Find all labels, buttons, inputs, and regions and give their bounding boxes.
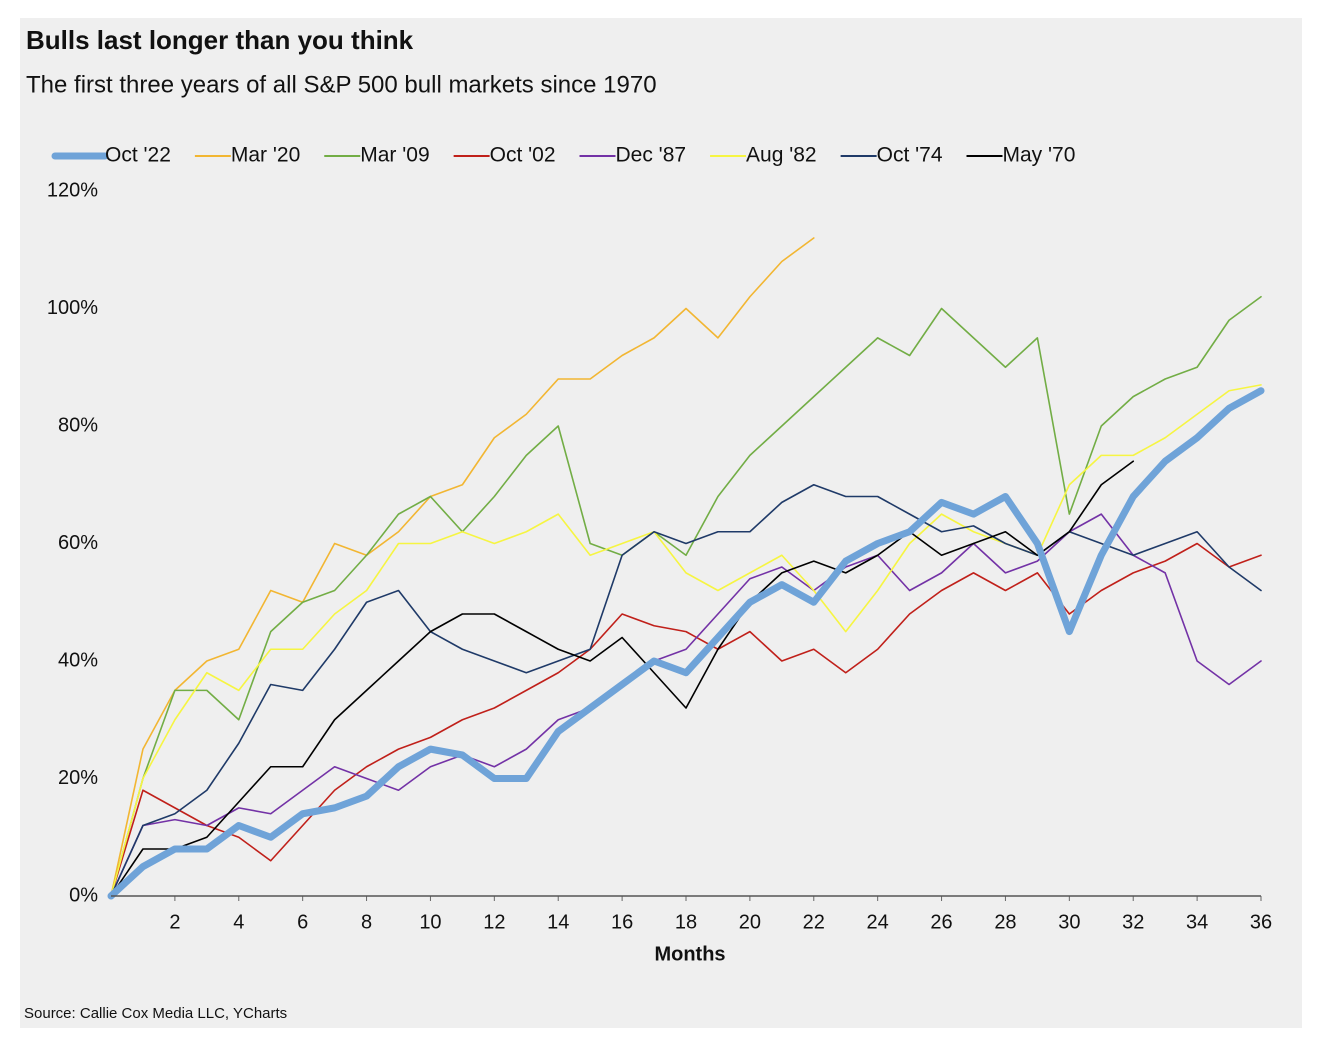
x-axis-label: Months xyxy=(654,943,725,965)
chart-title: Bulls last longer than you think xyxy=(26,25,414,55)
legend-label: Aug '82 xyxy=(746,144,817,167)
x-tick-label: 30 xyxy=(1058,911,1080,933)
x-tick-label: 6 xyxy=(297,911,308,933)
x-tick-label: 36 xyxy=(1250,911,1272,933)
series-line xyxy=(110,542,1262,897)
x-tick-label: 8 xyxy=(361,911,372,933)
x-tick-label: 26 xyxy=(930,911,952,933)
chart-background xyxy=(20,18,1302,1028)
x-tick-label: 24 xyxy=(867,911,889,933)
x-tick-label: 4 xyxy=(233,911,244,933)
legend-label: Oct '22 xyxy=(105,144,171,167)
x-tick-label: 18 xyxy=(675,911,697,933)
series-line xyxy=(107,387,1265,900)
x-tick-label: 16 xyxy=(611,911,633,933)
x-tick-label: 32 xyxy=(1122,911,1144,933)
y-tick-label: 0% xyxy=(69,884,98,906)
y-tick-label: 100% xyxy=(47,297,98,319)
y-tick-label: 20% xyxy=(58,767,98,789)
y-tick-label: 60% xyxy=(58,532,98,554)
legend-label: Oct '74 xyxy=(877,144,943,167)
legend-label: Dec '87 xyxy=(616,144,687,167)
x-tick-label: 28 xyxy=(994,911,1016,933)
x-tick-label: 34 xyxy=(1186,911,1208,933)
legend-label: Mar '09 xyxy=(360,144,429,167)
series-line xyxy=(110,384,1262,897)
legend: Oct '22 Mar '20 Mar '09 Oct '02 Dec '87 Aug '… xyxy=(51,144,1076,167)
legend-label: Mar '20 xyxy=(231,144,300,167)
x-tick-label: 12 xyxy=(483,911,505,933)
y-tick-label: 40% xyxy=(58,649,98,671)
y-tick-label: 80% xyxy=(58,414,98,436)
legend-label: May '70 xyxy=(1003,144,1076,167)
plot-area xyxy=(107,237,1265,900)
x-tick-label: 10 xyxy=(419,911,441,933)
x-tick-label: 2 xyxy=(169,911,180,933)
x-tick-label: 14 xyxy=(547,911,569,933)
series-line xyxy=(110,295,1262,897)
chart-subtitle: The first three years of all S&P 500 bul… xyxy=(26,71,657,98)
series-line xyxy=(110,460,1135,897)
series-line xyxy=(110,237,815,897)
source-note: Source: Callie Cox Media LLC, YCharts xyxy=(24,1005,287,1022)
y-tick-label: 120% xyxy=(47,179,98,201)
x-tick-label: 22 xyxy=(803,911,825,933)
legend-label: Oct '02 xyxy=(490,144,556,167)
x-tick-label: 20 xyxy=(739,911,761,933)
